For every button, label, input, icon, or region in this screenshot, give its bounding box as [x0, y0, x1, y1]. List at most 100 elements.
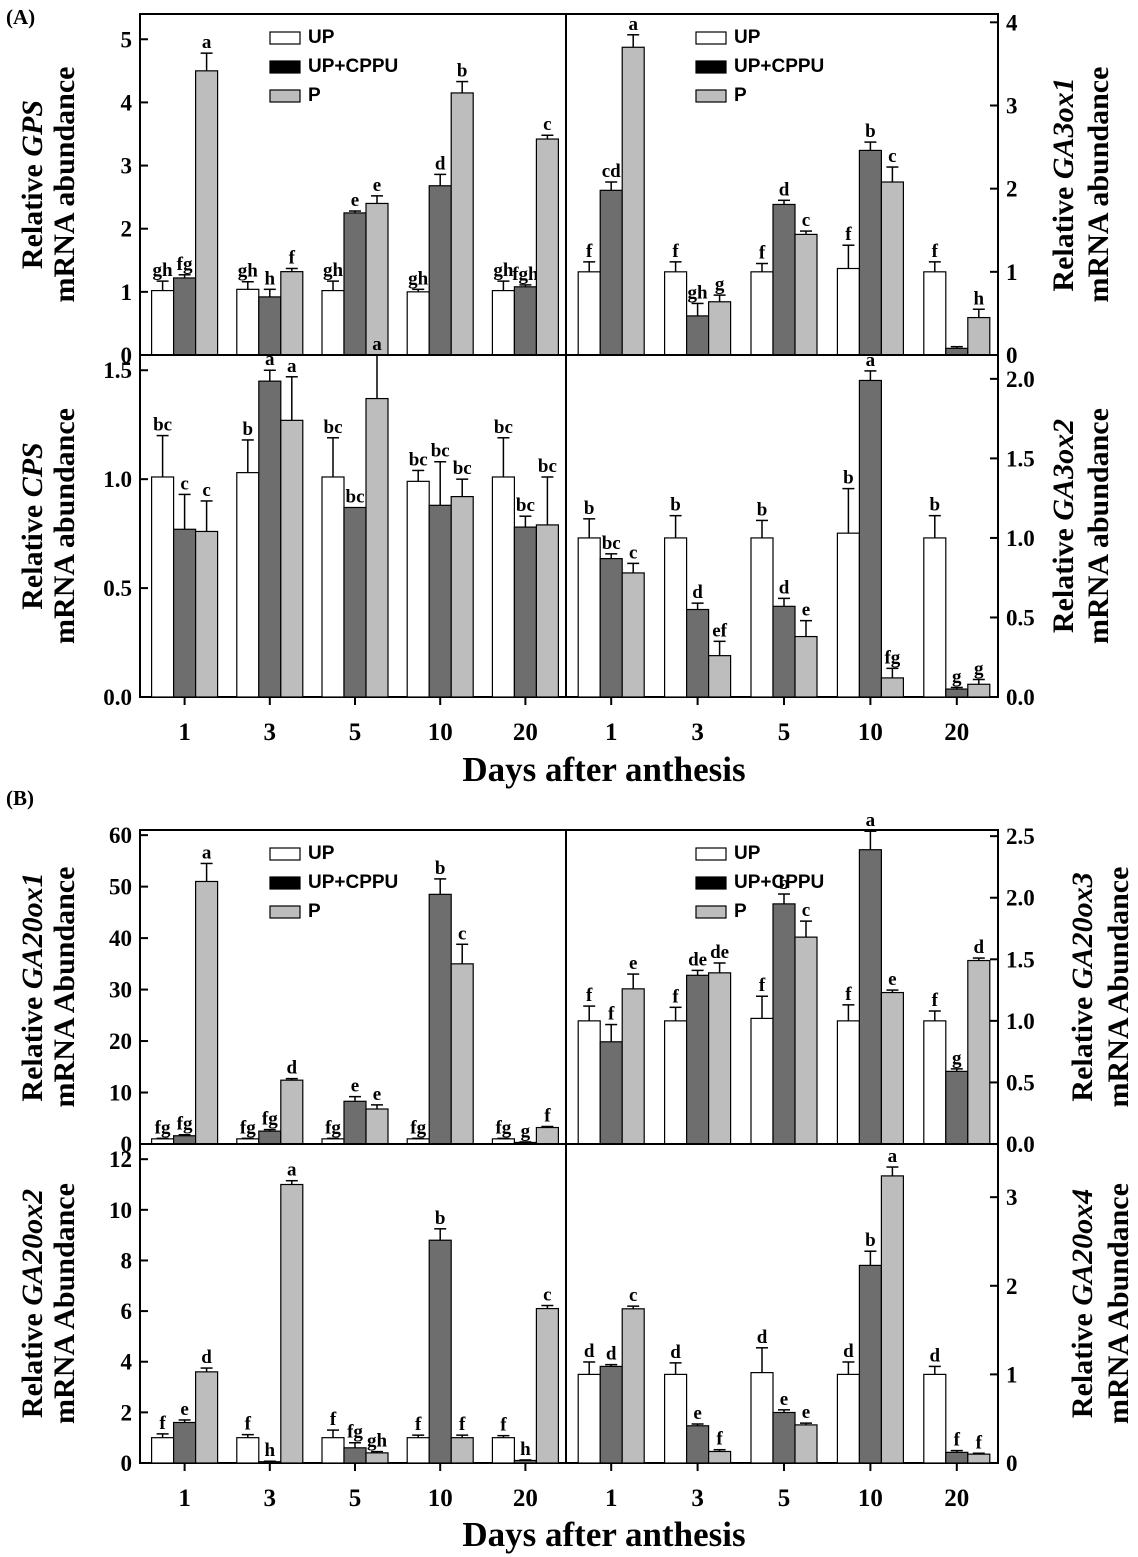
significance-letter: e	[180, 1399, 188, 1420]
significance-letter: a	[866, 350, 876, 371]
y-tick-label: 10	[109, 1198, 132, 1223]
significance-letter: de	[710, 942, 729, 963]
legend-label: P	[734, 901, 747, 922]
bar-up-day-1	[577, 537, 601, 698]
x-tick-label: 3	[691, 719, 704, 746]
bar-up-day-5	[750, 1372, 774, 1464]
significance-letter: b	[435, 858, 446, 879]
bar-p-day-3	[707, 301, 732, 356]
significance-letter: bc	[346, 486, 365, 507]
bar-up-cppu-day-1	[173, 1421, 197, 1464]
y-tick-label: 3	[1006, 1185, 1018, 1210]
y-axis-label: Relative CPS	[16, 442, 49, 610]
significance-letter: c	[180, 473, 188, 494]
y-axis-label-prefix: Relative	[1066, 1306, 1099, 1418]
significance-letter: e	[373, 175, 381, 196]
significance-letter: g	[521, 1121, 531, 1142]
significance-letter: b	[757, 499, 768, 520]
significance-letter: c	[629, 542, 637, 563]
legend-swatch-up	[269, 31, 301, 45]
y-axis-label: Relative GA20ox4	[1066, 1189, 1099, 1418]
bar-up-day-20	[491, 1437, 515, 1464]
legend-label: UP	[308, 27, 335, 48]
significance-letter: c	[629, 1285, 637, 1306]
y-axis-label-prefix: Relative	[16, 1306, 49, 1418]
significance-letter: gh	[323, 260, 344, 281]
y-tick-label: 0.0	[1006, 685, 1035, 710]
y-tick-label: 2.0	[1006, 886, 1035, 911]
bar-up-day-20	[491, 476, 515, 698]
bar-up-cppu-day-5	[772, 903, 796, 1145]
bar-up-cppu-day-10	[428, 1239, 452, 1464]
bar-up-cppu-day-1	[599, 558, 623, 698]
significance-letter: e	[888, 969, 896, 990]
panel-label-a: (A)	[6, 5, 35, 29]
bar-up-day-1	[151, 289, 175, 356]
significance-letter: cd	[602, 161, 621, 182]
bar-up-cppu-day-5	[343, 212, 367, 356]
bar-up-day-3	[663, 271, 688, 356]
y-tick-label: 3	[121, 154, 133, 179]
bar-up-cppu-day-10	[428, 893, 452, 1145]
y-tick-label: 2	[1006, 177, 1018, 202]
y-axis-label: mRNA Abundance	[1102, 1183, 1135, 1424]
significance-letter: f	[289, 247, 296, 268]
bar-p-day-10	[880, 181, 905, 356]
significance-letter: b	[779, 873, 790, 894]
legend-label: UP+CPPU	[734, 56, 824, 77]
bar-p-day-1	[621, 1308, 645, 1464]
bar-up-day-10	[836, 532, 861, 698]
bar-up-day-10	[836, 1373, 861, 1464]
x-tick-label: 1	[178, 1485, 191, 1512]
legend-label: P	[308, 85, 321, 106]
bar-p-day-10	[880, 677, 905, 698]
significance-letter: bc	[153, 415, 172, 436]
significance-letter: ef	[712, 620, 727, 641]
legend-swatch-up-cppu	[269, 876, 301, 890]
x-tick-label: 5	[349, 1485, 362, 1512]
bar-p-day-20	[535, 1307, 560, 1464]
significance-letter: f	[845, 984, 852, 1005]
y-axis-label: Relative GA20ox1	[16, 872, 49, 1101]
significance-letter: g	[974, 659, 984, 680]
bar-p-day-5	[794, 233, 818, 356]
bar-p-day-5	[794, 635, 818, 698]
significance-letter: fg	[884, 647, 900, 668]
bar-up-day-3	[236, 288, 260, 356]
y-tick-label: 0	[121, 1132, 133, 1157]
x-tick-label: 20	[513, 719, 538, 746]
bar-p-day-5	[365, 397, 389, 698]
y-axis-label-gene: GA20ox1	[16, 872, 49, 989]
significance-letter: f	[159, 1413, 166, 1434]
x-tick-label: 20	[944, 1485, 969, 1512]
bar-p-day-20	[967, 316, 991, 356]
y-tick-label: 1.0	[1006, 1009, 1035, 1034]
y-tick-label: 0.0	[1006, 1132, 1035, 1157]
significance-letter: b	[865, 1230, 876, 1251]
y-tick-label: 6	[121, 1299, 133, 1324]
significance-letter: d	[779, 577, 790, 598]
y-axis-label-gene: GA20ox3	[1066, 872, 1099, 989]
x-tick-label: 5	[778, 719, 791, 746]
y-tick-label: 0	[1006, 343, 1018, 368]
bar-p-day-10	[880, 991, 905, 1145]
significance-letter: h	[520, 1439, 531, 1460]
bar-up-cppu-day-1	[173, 528, 197, 698]
legend-label: UP+CPPU	[308, 56, 398, 77]
legend-swatch-up	[695, 31, 727, 45]
legend-swatch-up	[269, 847, 301, 861]
y-tick-label: 40	[109, 926, 132, 951]
significance-letter: f	[608, 1004, 615, 1025]
significance-letter: b	[457, 61, 468, 82]
significance-letter: bc	[324, 417, 343, 438]
significance-letter: f	[716, 1429, 723, 1450]
y-tick-label: 2	[1006, 1274, 1018, 1299]
significance-letter: h	[265, 1440, 276, 1461]
y-axis-label: mRNA abundance	[1082, 408, 1115, 644]
y-axis-label: mRNA Abundance	[48, 867, 81, 1108]
bar-up-day-5	[321, 476, 345, 698]
significance-letter: f	[245, 1414, 252, 1435]
